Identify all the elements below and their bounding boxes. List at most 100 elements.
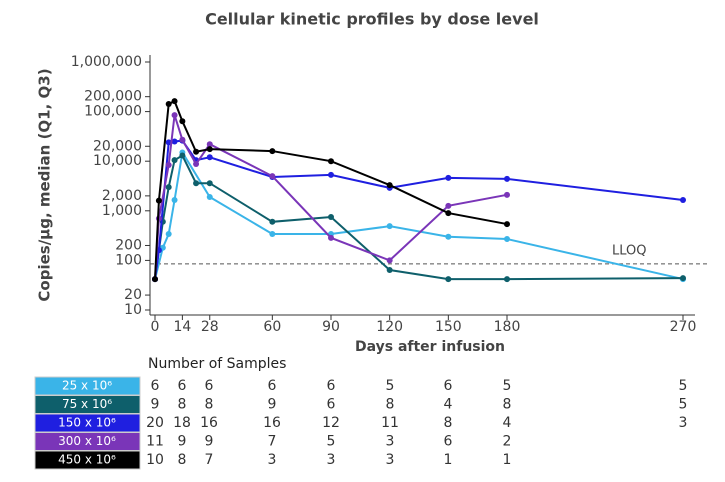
legend-label: 75 x 10⁶ (62, 397, 112, 411)
data-point (206, 146, 213, 153)
sample-count: 6 (205, 378, 214, 394)
series-line (154, 139, 684, 280)
legend-label: 450 x 10⁶ (58, 453, 116, 467)
sample-count: 3 (679, 415, 688, 431)
sample-count: 6 (444, 378, 453, 394)
data-point (179, 118, 186, 125)
sample-count: 9 (268, 397, 277, 413)
x-tick-label: 270 (670, 319, 697, 335)
sample-count: 6 (327, 378, 336, 394)
series-line (154, 114, 508, 280)
data-point (152, 276, 158, 283)
data-point (206, 154, 213, 161)
y-tick-label: 10,000 (93, 153, 142, 169)
sample-count: 18 (173, 415, 191, 431)
sample-count: 8 (205, 397, 214, 413)
sample-count: 5 (679, 397, 688, 413)
data-point (445, 233, 452, 240)
sample-count: 1 (503, 452, 512, 468)
x-tick-label: 120 (376, 319, 403, 335)
data-point (179, 136, 186, 143)
data-point (386, 182, 393, 189)
data-point (445, 174, 452, 181)
sample-count: 7 (268, 434, 277, 450)
data-point (171, 138, 178, 145)
sample-count: 5 (327, 434, 336, 450)
data-point (206, 193, 213, 200)
sample-count: 5 (679, 378, 688, 394)
data-point (680, 197, 686, 204)
data-point (445, 210, 452, 217)
data-point (386, 267, 393, 274)
data-point (171, 112, 178, 119)
sample-count: 9 (205, 434, 214, 450)
x-tick-label: 180 (494, 319, 521, 335)
data-point (680, 275, 686, 282)
sample-count: 16 (200, 415, 218, 431)
data-point (445, 276, 452, 283)
data-point (328, 158, 334, 165)
data-point (269, 173, 276, 180)
sample-count: 11 (146, 434, 164, 450)
data-point (165, 101, 172, 108)
sample-count: 3 (327, 452, 336, 468)
data-point (328, 171, 334, 178)
y-tick-label: 100,000 (84, 104, 142, 120)
sample-count: 16 (263, 415, 281, 431)
data-point (193, 180, 200, 187)
x-tick-label: 28 (201, 319, 219, 335)
y-tick-label: 200,000 (84, 89, 142, 105)
data-point (165, 231, 172, 238)
y-tick-label: 2,000 (102, 188, 142, 204)
legend-label: 25 x 10⁶ (62, 379, 112, 393)
data-point (165, 161, 172, 168)
data-point (269, 231, 276, 238)
sample-count: 8 (503, 397, 512, 413)
data-point (193, 160, 200, 167)
y-tick-label: 1,000 (102, 203, 142, 219)
data-point (504, 221, 510, 228)
y-tick-label: 20,000 (93, 138, 142, 154)
series-line (154, 149, 684, 281)
y-tick-label: 100 (115, 252, 142, 268)
data-point (504, 276, 510, 283)
table-title: Number of Samples (148, 356, 286, 372)
data-point (328, 213, 334, 220)
sample-count: 10 (146, 452, 164, 468)
sample-count: 1 (444, 452, 453, 468)
sample-count: 8 (178, 452, 187, 468)
sample-count: 8 (178, 397, 187, 413)
data-point (386, 257, 393, 264)
legend-label: 150 x 10⁶ (58, 416, 116, 430)
sample-count: 4 (444, 397, 453, 413)
x-tick-label: 90 (322, 319, 340, 335)
data-point (386, 223, 393, 230)
sample-count: 6 (178, 378, 187, 394)
sample-count: 6 (327, 397, 336, 413)
data-point (171, 197, 178, 204)
sample-count: 8 (386, 397, 395, 413)
x-axis-label: Days after infusion (355, 339, 505, 355)
y-tick-label: 200 (115, 237, 142, 253)
data-point (171, 157, 178, 164)
sample-count: 11 (381, 415, 399, 431)
sample-count: 6 (444, 434, 453, 450)
data-point (504, 175, 510, 182)
y-tick-label: 20 (124, 287, 142, 303)
sample-count: 9 (178, 434, 187, 450)
data-point (193, 148, 200, 155)
sample-count: 6 (268, 378, 277, 394)
x-tick-label: 60 (263, 319, 281, 335)
data-point (206, 180, 213, 187)
chart-title: Cellular kinetic profiles by dose level (205, 10, 539, 29)
sample-count: 5 (386, 378, 395, 394)
sample-count: 4 (503, 415, 512, 431)
x-tick-label: 14 (173, 319, 191, 335)
y-tick-label: 1,000,000 (71, 54, 142, 70)
sample-count: 12 (322, 415, 340, 431)
sample-count: 5 (503, 378, 512, 394)
series-line (154, 99, 508, 280)
sample-count: 3 (386, 434, 395, 450)
data-point (504, 236, 510, 243)
